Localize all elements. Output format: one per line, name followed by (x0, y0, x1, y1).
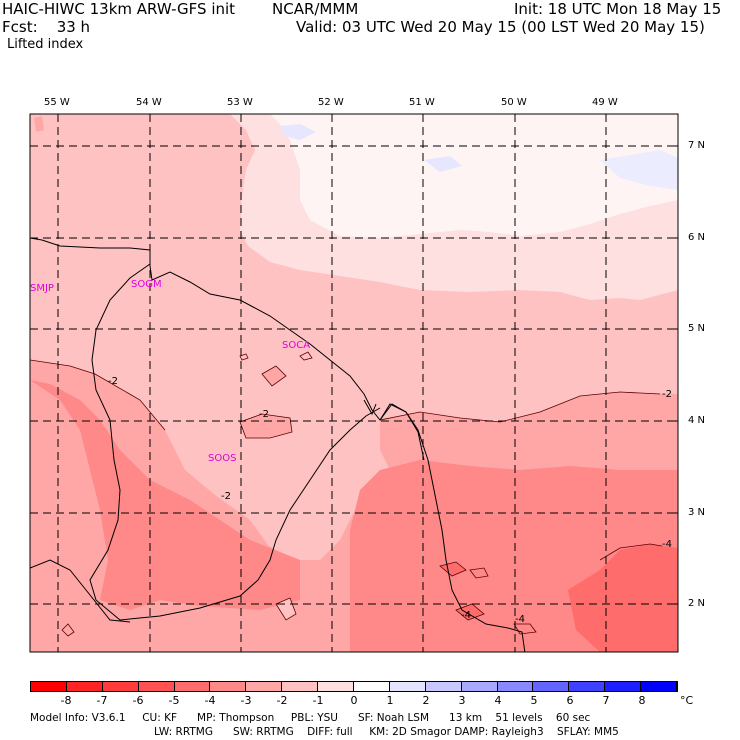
colorbar-tick-label: -5 (168, 694, 180, 707)
contour-minus2 (239, 413, 293, 439)
li-field-zero (270, 114, 678, 238)
lat-label: 2 N (688, 598, 706, 609)
contour-minus4 (599, 543, 663, 561)
colorbar-unit: °C (680, 694, 694, 707)
contour-label: -4 (515, 614, 525, 625)
country-border (379, 403, 425, 461)
contour-label: -4 (662, 539, 672, 550)
colorbar-tick-label: 3 (458, 694, 466, 707)
colorbar-tick-label: -6 (132, 694, 144, 707)
contour-minus2 (30, 359, 166, 431)
colorbar-swatch (31, 682, 67, 691)
colorbar-swatch (461, 682, 498, 691)
colorbar-swatch (641, 682, 678, 691)
colorbar-swatch (425, 682, 462, 691)
colorbar-swatch (569, 682, 606, 691)
colorbar-swatch (354, 682, 390, 691)
contour-label: -2 (221, 491, 231, 502)
lat-label: 5 N (688, 323, 706, 334)
colorbar-swatch (102, 682, 139, 691)
lat-label: 7 N (688, 140, 706, 151)
lon-label: 51 W (409, 97, 435, 108)
contour-label: -2 (662, 389, 672, 400)
lon-label: 52 W (318, 97, 344, 108)
lon-label: 54 W (136, 97, 162, 108)
li-field-minus3 (30, 380, 300, 610)
country-border (89, 263, 381, 621)
contour-minus2 (299, 351, 313, 361)
li-field-minus2 (34, 116, 44, 132)
contour-minus2 (61, 623, 75, 637)
org-label: NCAR/MMM (272, 0, 359, 18)
contour-minus2 (261, 365, 287, 387)
li-field-minus4 (456, 604, 484, 620)
lon-label: 49 W (592, 97, 618, 108)
station-label: SOOS (208, 453, 237, 464)
colorbar-tick-label: -2 (276, 694, 288, 707)
colorbar-tick-label: 2 (422, 694, 430, 707)
coastline (30, 237, 526, 652)
lon-label: 55 W (44, 97, 70, 108)
colorbar-tick-label: 7 (602, 694, 610, 707)
station-label: SOGM (131, 279, 162, 290)
contour-label: -2 (259, 409, 269, 420)
contour-label: -2 (108, 376, 118, 387)
contour-minus4 (455, 603, 485, 621)
contour-minus4 (469, 567, 489, 579)
model-title: HAIC-HIWC 13km ARW-GFS init (2, 0, 236, 18)
colorbar-tick-label: -7 (96, 694, 108, 707)
valid-time: Valid: 03 UTC Wed 20 May 15 (00 LST Wed … (296, 18, 705, 36)
station-label: SMJP (30, 283, 54, 294)
colorbar-swatch (246, 682, 283, 691)
colorbar-tick-label: 8 (638, 694, 646, 707)
field-name: Lifted index (7, 37, 84, 52)
li-field-minus2 (380, 392, 678, 470)
colorbar-swatch (138, 682, 175, 691)
li-field-minus4 (568, 544, 678, 652)
colorbar-swatch (605, 682, 642, 691)
model-info-line1: Model Info: V3.6.1 CU: KF MP: Thompson P… (30, 712, 591, 724)
map-frame (29, 113, 679, 653)
lon-label: 50 W (501, 97, 527, 108)
lat-label: 3 N (688, 507, 706, 518)
colorbar-swatch (282, 682, 319, 691)
contour-minus2 (239, 353, 249, 361)
colorbar (30, 681, 678, 692)
colorbar-tick-label: 0 (350, 694, 358, 707)
lat-label: 4 N (688, 415, 706, 426)
colorbar-swatch (66, 682, 103, 691)
country-border (363, 399, 377, 416)
colorbar-tick-label: 4 (494, 694, 502, 707)
colorbar-tick-label: 5 (530, 694, 538, 707)
contour-minus2 (379, 391, 661, 423)
colorbar-tick-label: -8 (60, 694, 72, 707)
colorbar-tick-label: 6 (566, 694, 574, 707)
colorbar-swatch (174, 682, 211, 691)
lon-label: 53 W (227, 97, 253, 108)
model-info-line2: LW: RRTMG SW: RRTMG DIFF: full KM: 2D Sm… (154, 726, 619, 738)
colorbar-tick-label: 1 (386, 694, 394, 707)
country-border (30, 559, 131, 623)
init-time: Init: 18 UTC Mon 18 May 15 (514, 0, 722, 18)
contour-minus4 (439, 561, 467, 577)
li-field-positive (600, 150, 678, 190)
li-field-minus2 (240, 414, 292, 438)
contour-minus2 (275, 597, 297, 621)
colorbar-swatch (318, 682, 355, 691)
colorbar-swatch (210, 682, 247, 691)
colorbar-swatch (533, 682, 570, 691)
li-field-positive (280, 124, 316, 140)
li-field-positive (424, 156, 462, 172)
contour-label: -4 (461, 610, 471, 621)
station-label: SOCA (282, 340, 311, 351)
colorbar-tick-label: -3 (240, 694, 252, 707)
lat-label: 6 N (688, 232, 706, 243)
colorbar-tick-label: -1 (312, 694, 324, 707)
forecast-hour: Fcst: 33 h (2, 18, 91, 36)
colorbar-swatch (497, 682, 534, 691)
colorbar-swatch (389, 682, 426, 691)
colorbar-tick-label: -4 (204, 694, 216, 707)
